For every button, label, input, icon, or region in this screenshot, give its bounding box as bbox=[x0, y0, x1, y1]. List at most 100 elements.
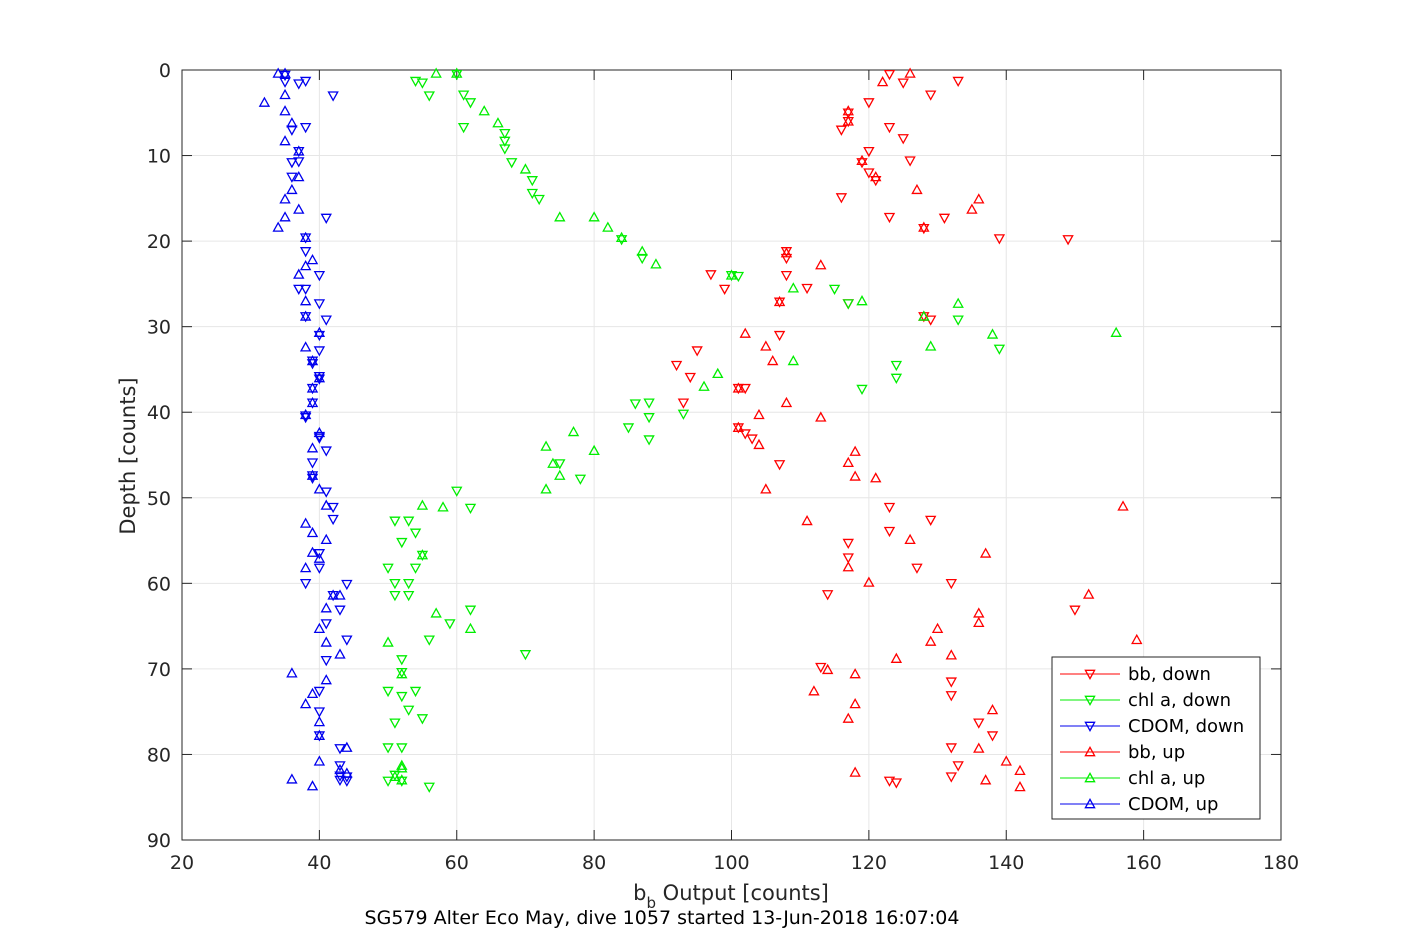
data-point bbox=[842, 105, 854, 116]
data-point bbox=[313, 686, 326, 698]
data-point bbox=[402, 590, 415, 602]
data-point bbox=[904, 67, 916, 78]
data-point bbox=[526, 176, 539, 187]
data-point bbox=[780, 271, 793, 282]
data-point bbox=[313, 330, 326, 342]
data-point bbox=[409, 76, 422, 88]
data-point bbox=[773, 330, 786, 342]
data-point bbox=[313, 299, 326, 310]
data-point bbox=[437, 501, 449, 512]
data-point bbox=[430, 607, 442, 618]
data-point bbox=[320, 446, 332, 457]
data-point bbox=[313, 372, 326, 383]
data-point bbox=[341, 579, 353, 591]
data-point bbox=[883, 776, 896, 787]
data-point bbox=[615, 231, 628, 243]
data-point bbox=[464, 98, 477, 109]
data-point bbox=[739, 383, 751, 395]
x-axis-label: bb Output [counts] bbox=[633, 881, 829, 912]
data-point bbox=[979, 547, 992, 558]
data-point bbox=[293, 203, 305, 214]
data-point bbox=[396, 776, 408, 787]
data-point bbox=[732, 421, 745, 432]
data-point bbox=[279, 67, 291, 78]
data-point bbox=[760, 483, 772, 494]
data-point bbox=[890, 652, 903, 663]
data-point bbox=[299, 76, 312, 88]
data-point bbox=[856, 295, 868, 306]
data-point bbox=[299, 247, 312, 258]
data-point bbox=[966, 203, 978, 214]
data-point bbox=[279, 70, 291, 82]
data-point bbox=[739, 327, 751, 338]
data-point bbox=[464, 605, 477, 616]
data-point bbox=[258, 96, 271, 107]
data-point bbox=[451, 69, 463, 81]
legend-label: chl a, up bbox=[1128, 768, 1205, 789]
data-point bbox=[945, 677, 958, 688]
data-point bbox=[299, 259, 312, 271]
data-point bbox=[334, 763, 346, 775]
data-point bbox=[299, 698, 312, 709]
data-point bbox=[430, 67, 442, 78]
data-point bbox=[973, 718, 985, 729]
y-tick-label: 10 bbox=[147, 146, 171, 168]
data-point bbox=[313, 346, 326, 357]
data-point bbox=[636, 253, 648, 265]
data-point bbox=[389, 718, 401, 729]
data-point bbox=[911, 563, 923, 574]
data-point bbox=[876, 76, 889, 87]
data-point bbox=[327, 91, 339, 102]
data-point bbox=[299, 295, 312, 306]
data-point bbox=[499, 136, 511, 147]
data-point bbox=[842, 553, 854, 564]
data-point bbox=[423, 782, 435, 793]
legend-label: chl a, down bbox=[1128, 690, 1231, 711]
data-point bbox=[746, 434, 758, 445]
data-point bbox=[492, 117, 504, 128]
data-point bbox=[457, 122, 470, 134]
data-point bbox=[670, 360, 683, 372]
data-point bbox=[313, 549, 326, 560]
data-point bbox=[842, 456, 854, 468]
data-point bbox=[279, 77, 291, 88]
data-point bbox=[320, 636, 332, 647]
data-point bbox=[299, 561, 312, 573]
data-point bbox=[904, 533, 916, 545]
data-point bbox=[499, 128, 511, 140]
data-point bbox=[272, 221, 284, 232]
y-tick-label: 20 bbox=[147, 231, 171, 253]
data-point bbox=[327, 502, 339, 514]
data-point bbox=[320, 499, 332, 510]
data-point bbox=[883, 122, 896, 134]
data-point bbox=[396, 655, 408, 666]
data-point bbox=[293, 145, 305, 156]
data-point bbox=[293, 171, 305, 182]
data-point bbox=[835, 125, 848, 136]
data-point bbox=[334, 589, 346, 600]
data-point bbox=[306, 359, 319, 370]
data-point bbox=[286, 183, 298, 195]
data-point bbox=[293, 284, 305, 295]
data-point bbox=[334, 744, 346, 755]
y-tick-label: 70 bbox=[147, 659, 171, 681]
data-point bbox=[334, 775, 346, 787]
data-point bbox=[773, 460, 786, 471]
data-point bbox=[293, 79, 305, 90]
data-point bbox=[732, 382, 745, 393]
data-markers bbox=[258, 67, 1143, 793]
data-point bbox=[313, 374, 326, 385]
data-point bbox=[849, 470, 861, 481]
data-point bbox=[306, 354, 319, 366]
data-point bbox=[815, 662, 827, 674]
data-point bbox=[842, 108, 854, 119]
data-point bbox=[389, 579, 401, 590]
data-point bbox=[423, 91, 435, 102]
footer-caption: SG579 Alter Eco May, dive 1057 started 1… bbox=[365, 907, 960, 929]
data-point bbox=[815, 411, 827, 422]
data-point bbox=[986, 328, 999, 339]
series-cdom-down bbox=[279, 70, 353, 787]
data-point bbox=[313, 755, 326, 766]
data-point bbox=[883, 526, 896, 538]
data-point bbox=[382, 563, 394, 574]
